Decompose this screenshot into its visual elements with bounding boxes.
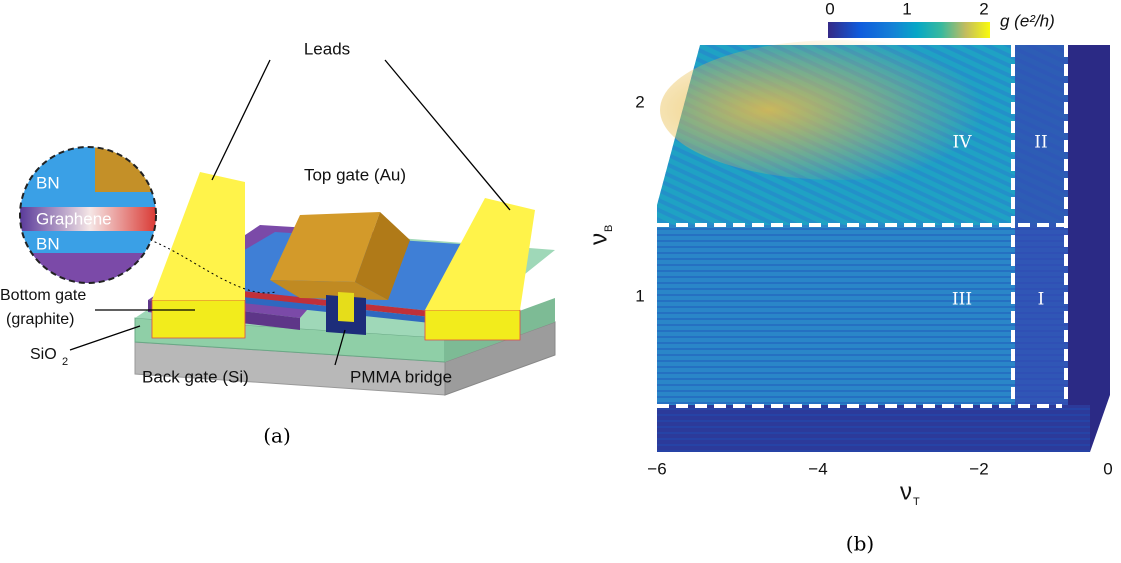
inset-border <box>19 146 157 284</box>
leader-line <box>211 59 271 181</box>
label-leads: Leads <box>304 39 350 58</box>
label-sio2: SiO <box>30 346 57 363</box>
label-pmma: PMMA bridge <box>350 367 452 386</box>
label-top-gate: Top gate (Au) <box>304 165 406 184</box>
colorbar <box>828 22 990 38</box>
right-lead-top <box>425 198 535 310</box>
label-bn: BN <box>36 234 60 253</box>
region-label: IV <box>953 133 973 153</box>
caption-a: (a) <box>263 424 291 448</box>
top-gate-top <box>270 212 380 282</box>
conductance-map <box>657 40 1110 452</box>
region-label: II <box>1034 133 1047 153</box>
x-tick-label: 0 <box>1103 459 1112 478</box>
inset-pointer <box>149 239 276 294</box>
colorbar-tick-label: 2 <box>979 0 988 18</box>
x-axis-subscript: T <box>913 496 920 508</box>
label-graphite: (graphite) <box>6 311 74 328</box>
region-label: III <box>952 290 972 310</box>
x-axis-label: ν <box>900 478 912 505</box>
left-lead-top <box>152 172 245 300</box>
pmma-lead <box>338 292 354 322</box>
colorbar-label: g (e²/h) <box>1000 11 1055 30</box>
leader-line <box>384 59 511 211</box>
top-gate-front <box>270 280 388 300</box>
region-label: I <box>1038 290 1045 310</box>
graphene-edge <box>185 285 440 318</box>
device-schematic <box>19 59 556 396</box>
label-bn: BN <box>36 173 60 192</box>
map-texture <box>657 405 1090 452</box>
label-bottom-gate: Bottom gate <box>0 287 86 304</box>
y-axis-subscript: B <box>603 225 615 232</box>
leader-line <box>334 329 346 366</box>
map-high-region <box>660 40 1020 180</box>
top-gate-side <box>355 212 410 300</box>
colorbar-tick-label: 1 <box>902 0 911 18</box>
caption-b: (b) <box>846 532 874 556</box>
leader-line <box>69 325 141 351</box>
map-texture <box>657 225 1068 405</box>
y-tick-label: 2 <box>635 92 644 111</box>
label-graphene: Graphene <box>36 209 112 228</box>
left-lead-front <box>151 299 246 339</box>
x-tick-label: −6 <box>647 459 666 478</box>
y-axis-label: ν <box>585 233 612 245</box>
y-tick-label: 1 <box>635 286 644 305</box>
label-back-gate: Back gate (Si) <box>142 367 249 386</box>
right-lead-front <box>424 309 521 341</box>
x-tick-label: −4 <box>808 459 827 478</box>
x-tick-label: −2 <box>969 459 988 478</box>
map-side <box>1068 45 1110 452</box>
bn-edge <box>185 291 440 324</box>
label-sio2-subscript: 2 <box>62 356 68 368</box>
colorbar-tick-label: 0 <box>825 0 834 18</box>
